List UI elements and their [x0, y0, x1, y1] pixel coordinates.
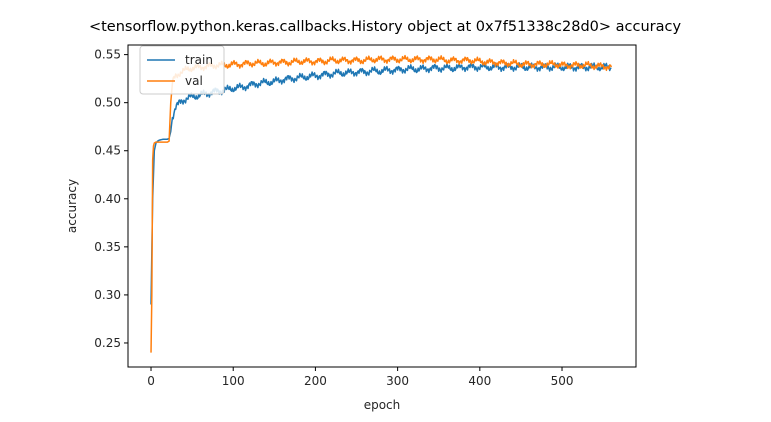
y-tick-label: 0.45	[94, 144, 121, 158]
y-tick-label: 0.50	[94, 96, 121, 110]
x-axis-label: epoch	[364, 398, 401, 412]
x-tick-label: 500	[551, 374, 574, 388]
series-layer	[150, 54, 613, 353]
x-tick-label: 0	[147, 374, 155, 388]
series-line-val	[150, 54, 613, 353]
x-tick-label: 300	[386, 374, 409, 388]
y-tick-label: 0.25	[94, 336, 121, 350]
y-tick-label: 0.55	[94, 48, 121, 62]
x-tick-label: 100	[222, 374, 245, 388]
legend: train val	[139, 45, 225, 95]
y-tick-label: 0.30	[94, 288, 121, 302]
x-tick-label: 400	[468, 374, 491, 388]
y-tick-label: 0.35	[94, 240, 121, 254]
legend-box	[139, 45, 225, 95]
plot-area	[127, 44, 637, 368]
y-axis-label: accuracy	[65, 179, 79, 233]
y-tick-label: 0.40	[94, 192, 121, 206]
x-axis: 0 100 200 300 400 500	[147, 367, 573, 388]
legend-label-val: val	[185, 74, 203, 88]
x-tick-label: 200	[304, 374, 327, 388]
axes-frame	[127, 44, 637, 368]
y-axis: 0.25 0.30 0.35 0.40 0.45 0.50 0.55	[94, 48, 128, 350]
chart-title: <tensorflow.python.keras.callbacks.Histo…	[89, 19, 682, 35]
legend-label-train: train	[185, 53, 213, 67]
